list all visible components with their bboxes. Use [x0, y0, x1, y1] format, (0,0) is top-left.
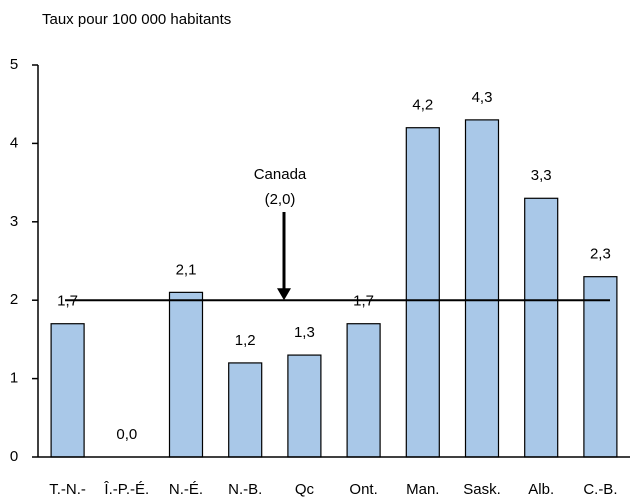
bar: [50, 323, 85, 458]
y-tick-label: 2: [10, 291, 18, 308]
x-tick-label: T.-N.-: [49, 481, 86, 498]
y-axis-label: Taux pour 100 000 habitants: [42, 11, 231, 28]
bar: [405, 127, 440, 458]
value-label: 4,2: [412, 97, 433, 114]
x-tick-label: Sask.: [463, 481, 501, 498]
value-label: 0,0: [116, 426, 137, 443]
value-label: 2,1: [176, 261, 197, 278]
y-tick-label: 4: [10, 134, 18, 151]
bar: [287, 354, 322, 458]
annotation: (2,0): [265, 191, 296, 208]
y-tick-label: 1: [10, 370, 18, 387]
x-tick-label: Qc: [295, 481, 315, 498]
x-tick-label: Î.-P.-É.: [103, 481, 149, 498]
value-label: 3,3: [531, 167, 552, 184]
value-label: 1,2: [235, 332, 256, 349]
annotation: Canada: [254, 166, 307, 183]
x-tick-label: C.-B.: [583, 481, 617, 498]
value-label: 2,3: [590, 246, 611, 263]
x-tick-label: Man.: [406, 481, 439, 498]
value-label: 4,3: [472, 89, 493, 106]
bar: [464, 119, 500, 458]
x-tick-label: Alb.: [528, 481, 554, 498]
bar: [168, 291, 204, 458]
bar: [524, 197, 559, 458]
value-label: 1,3: [294, 324, 315, 341]
bar: [228, 362, 263, 458]
x-tick-label: Ont.: [349, 481, 377, 498]
bar: [583, 276, 618, 458]
bar: [346, 323, 381, 458]
y-tick-label: 0: [10, 448, 18, 465]
y-tick-label: 5: [10, 56, 18, 73]
y-tick-label: 3: [10, 213, 18, 230]
arrow-head: [277, 288, 291, 301]
x-tick-label: N.-É.: [169, 481, 203, 498]
x-tick-label: N.-B.: [228, 481, 262, 498]
